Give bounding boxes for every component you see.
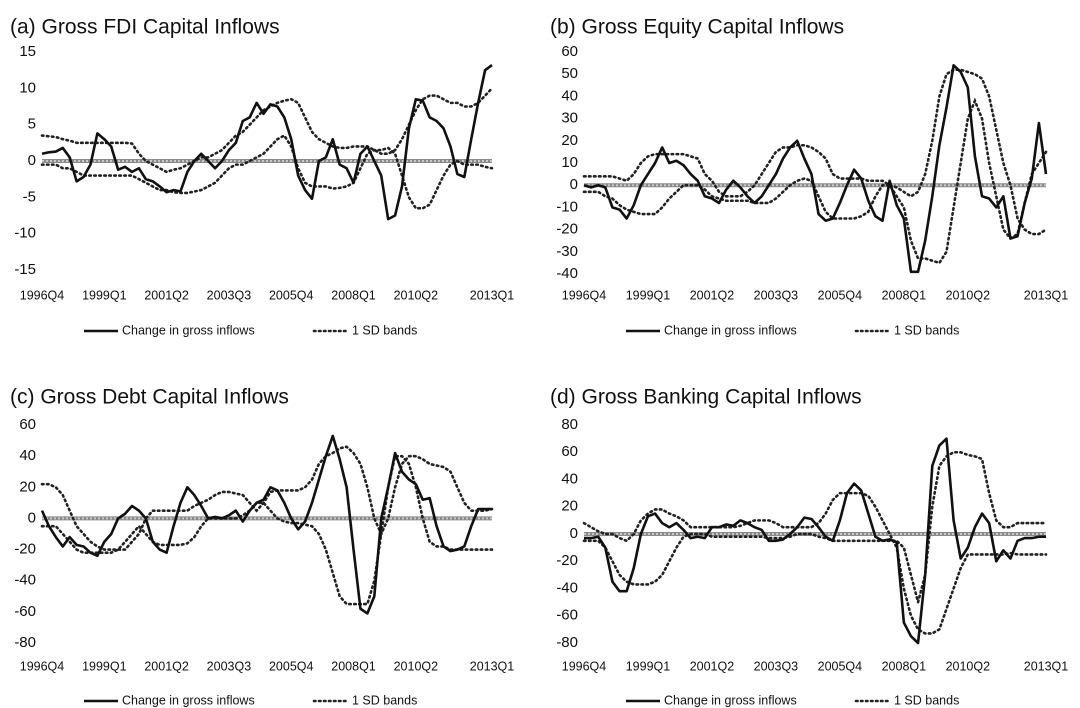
legend-label: Change in gross inflows xyxy=(664,323,797,337)
legend-label: 1 SD bands xyxy=(352,693,417,707)
x-tick-label: 2010Q2 xyxy=(946,659,991,673)
y-tick-label: 40 xyxy=(19,447,36,464)
y-tick-label: -5 xyxy=(23,188,36,205)
series-line xyxy=(40,434,492,615)
y-tick-label: -80 xyxy=(556,634,578,651)
y-tick-label: -60 xyxy=(556,607,578,624)
series-line xyxy=(583,64,1048,274)
y-tick-label: 40 xyxy=(561,87,578,104)
x-tick-label: 1996Q4 xyxy=(562,288,607,302)
x-tick-label: 1996Q4 xyxy=(20,659,65,673)
y-tick-label: -20 xyxy=(556,221,578,238)
y-tick-label: 5 xyxy=(28,116,36,133)
x-tick-label: 2008Q1 xyxy=(882,288,927,302)
y-tick-label: 60 xyxy=(561,43,578,60)
y-tick-label: 20 xyxy=(561,498,578,515)
y-tick-label: -20 xyxy=(14,541,36,558)
sd-band xyxy=(582,68,1048,236)
x-tick-label: 2005Q4 xyxy=(269,659,314,673)
y-tick-label: 30 xyxy=(561,110,578,127)
y-tick-label: -40 xyxy=(556,265,578,282)
x-tick-label: 2005Q4 xyxy=(818,659,863,673)
y-tick-label: 0 xyxy=(28,152,36,169)
y-tick-label: 20 xyxy=(19,478,36,495)
x-tick-label: 2013Q1 xyxy=(470,659,515,673)
x-tick-label: 2001Q2 xyxy=(144,288,189,302)
sd-band xyxy=(40,445,494,551)
x-tick-label: 2013Q1 xyxy=(1024,288,1069,302)
y-tick-label: -60 xyxy=(14,603,36,620)
series-line xyxy=(41,64,493,221)
y-tick-label: -10 xyxy=(556,198,578,215)
x-tick-label: 2003Q3 xyxy=(207,288,252,302)
legend-label: 1 SD bands xyxy=(352,323,417,337)
y-tick-label: -10 xyxy=(14,225,36,242)
sd-band xyxy=(582,97,1048,265)
y-tick-label: 10 xyxy=(19,79,36,96)
sd-band xyxy=(40,454,494,606)
y-tick-label: 0 xyxy=(570,525,578,542)
x-tick-label: 2008Q1 xyxy=(882,659,927,673)
x-tick-label: 2005Q4 xyxy=(818,288,863,302)
y-tick-label: 0 xyxy=(570,176,578,193)
sd-band xyxy=(582,491,1048,635)
y-tick-label: 60 xyxy=(561,443,578,460)
y-tick-label: 50 xyxy=(561,65,578,82)
y-tick-label: -20 xyxy=(556,552,578,569)
y-tick-label: 60 xyxy=(19,416,36,433)
x-tick-label: 2010Q2 xyxy=(946,288,991,302)
legend-label: 1 SD bands xyxy=(894,693,959,707)
x-tick-label: 2001Q2 xyxy=(690,288,735,302)
y-tick-label: -40 xyxy=(556,579,578,596)
x-tick-label: 2005Q4 xyxy=(269,288,314,302)
x-tick-label: 1999Q1 xyxy=(82,659,127,673)
chart-title: (c) Gross Debt Capital Inflows xyxy=(10,386,289,409)
x-tick-label: 1999Q1 xyxy=(82,288,127,302)
y-tick-label: 80 xyxy=(561,416,578,433)
legend-label: Change in gross inflows xyxy=(664,693,797,707)
x-tick-label: 1999Q1 xyxy=(626,659,671,673)
x-tick-label: 1996Q4 xyxy=(20,288,65,302)
y-tick-label: 40 xyxy=(561,470,578,487)
y-tick-label: 10 xyxy=(561,154,578,171)
chart-title: (b) Gross Equity Capital Inflows xyxy=(550,16,844,39)
x-tick-label: 2001Q2 xyxy=(690,659,735,673)
sd-band xyxy=(582,450,1048,608)
x-tick-label: 2010Q2 xyxy=(394,659,439,673)
x-tick-label: 2013Q1 xyxy=(1024,659,1069,673)
legend-label: 1 SD bands xyxy=(894,323,959,337)
y-tick-label: 0 xyxy=(28,509,36,526)
y-tick-label: -15 xyxy=(14,261,36,278)
x-tick-label: 1999Q1 xyxy=(626,288,671,302)
x-tick-label: 1996Q4 xyxy=(562,659,607,673)
y-tick-label: 20 xyxy=(561,132,578,149)
x-tick-label: 2001Q2 xyxy=(144,659,189,673)
x-tick-label: 2010Q2 xyxy=(394,288,439,302)
y-tick-label: 15 xyxy=(19,43,36,60)
legend-label: Change in gross inflows xyxy=(122,693,255,707)
x-tick-label: 2008Q1 xyxy=(331,659,376,673)
series-line xyxy=(584,437,1046,645)
chart-title: (d) Gross Banking Capital Inflows xyxy=(550,386,862,409)
x-tick-label: 2013Q1 xyxy=(470,288,515,302)
x-tick-label: 2008Q1 xyxy=(331,288,376,302)
sd-band xyxy=(40,133,494,210)
y-tick-label: -30 xyxy=(556,243,578,260)
legend-label: Change in gross inflows xyxy=(122,323,255,337)
x-tick-label: 2003Q3 xyxy=(754,288,799,302)
x-tick-label: 2003Q3 xyxy=(754,659,799,673)
x-tick-label: 2003Q3 xyxy=(207,659,252,673)
y-tick-label: -40 xyxy=(14,572,36,589)
y-tick-label: -80 xyxy=(14,634,36,651)
chart-title: (a) Gross FDI Capital Inflows xyxy=(10,16,280,39)
